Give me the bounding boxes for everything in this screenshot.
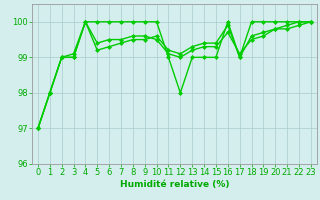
X-axis label: Humidité relative (%): Humidité relative (%): [120, 180, 229, 189]
